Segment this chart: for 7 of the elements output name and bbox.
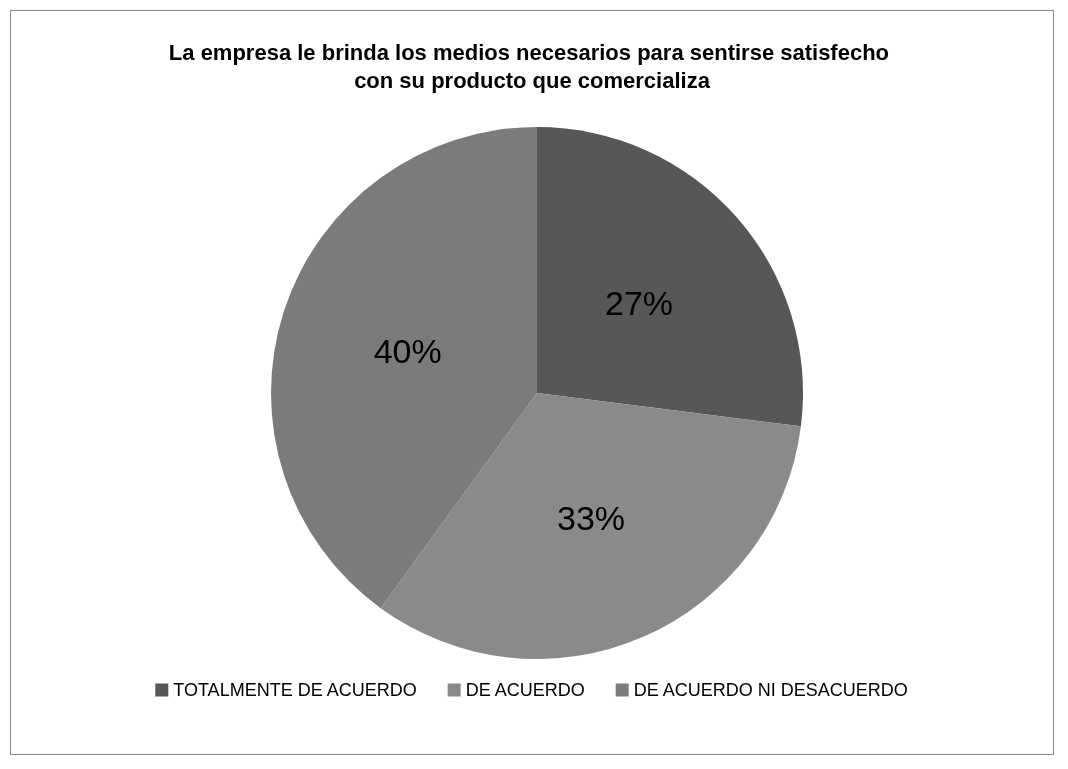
data-label: 33%: [556, 498, 626, 537]
chart-title: La empresa le brinda los medios necesarios para sentirse satisfecho con su producto que comercializa: [168, 39, 896, 93]
legend-label: DE ACUERDO: [465, 680, 585, 700]
data-label: 27%: [604, 284, 674, 323]
legend-label: TOTALMENTE DE ACUERDO: [173, 680, 417, 700]
data-label: 40%: [373, 331, 442, 370]
legend-label: DE ACUERDO NI DESACUERDO: [633, 680, 908, 700]
